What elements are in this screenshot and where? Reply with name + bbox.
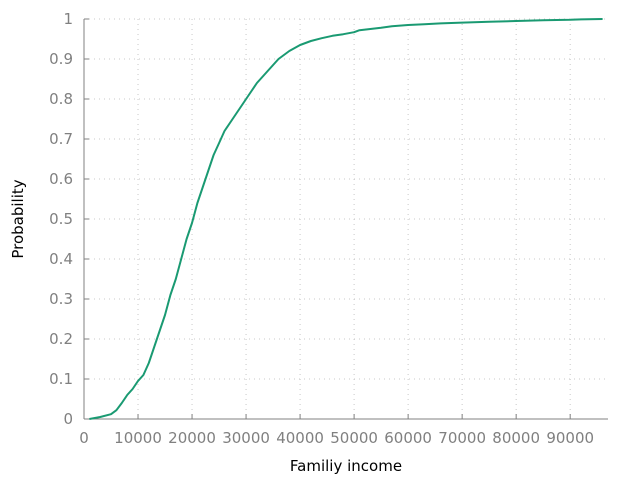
- y-tick-label: 0.6: [49, 170, 73, 188]
- x-tick-label: 50000: [330, 429, 378, 447]
- y-tick-label: 0.7: [49, 130, 73, 148]
- x-tick-label: 70000: [438, 429, 486, 447]
- y-tick-label: 0.9: [49, 50, 73, 68]
- series-layer: [89, 18, 603, 420]
- y-tick-label: 0.8: [49, 90, 73, 108]
- x-tick-label: 80000: [492, 429, 540, 447]
- y-axis-label: Probability: [9, 179, 27, 258]
- x-tick-label: 20000: [168, 429, 216, 447]
- ticks: 0 10000 20000 30000 40000 50000 60000 70000 8000…: [49, 10, 594, 447]
- y-tick-label: 0.3: [49, 290, 73, 308]
- x-tick-label: 60000: [384, 429, 432, 447]
- x-tick-label: 0: [79, 429, 89, 447]
- x-tick-label: 10000: [114, 429, 162, 447]
- y-tick-label: 0: [63, 410, 73, 428]
- series-line: [89, 18, 603, 420]
- y-tick-label: 1: [63, 10, 73, 28]
- x-axis-label: Familiy income: [290, 457, 402, 475]
- y-tick-label: 0.1: [49, 370, 73, 388]
- x-tick-label: 30000: [222, 429, 270, 447]
- y-tick-label: 0.2: [49, 330, 73, 348]
- x-tick-label: 40000: [276, 429, 324, 447]
- grid: [84, 18, 608, 419]
- y-tick-label: 0.5: [49, 210, 73, 228]
- y-tick-label: 0.4: [49, 250, 73, 268]
- x-tick-label: 90000: [546, 429, 594, 447]
